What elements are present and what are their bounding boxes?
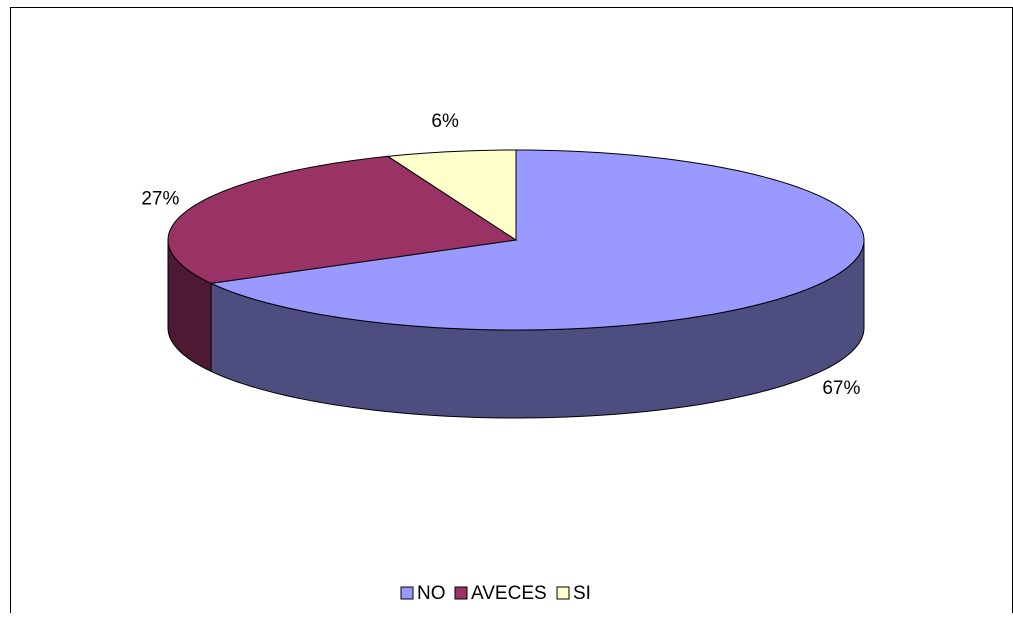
legend-label: SI xyxy=(573,583,591,604)
data-label: 67% xyxy=(822,378,860,399)
legend-swatch xyxy=(454,586,468,600)
pie-slice xyxy=(209,149,865,331)
legend-swatch xyxy=(556,586,570,600)
data-label: 27% xyxy=(141,188,179,209)
pie-slice xyxy=(167,155,518,284)
legend-label: NO xyxy=(417,583,446,604)
legend-label: AVECES xyxy=(471,583,547,604)
legend-swatch xyxy=(400,586,414,600)
data-label: 6% xyxy=(431,111,459,132)
pie-slice xyxy=(386,149,517,241)
